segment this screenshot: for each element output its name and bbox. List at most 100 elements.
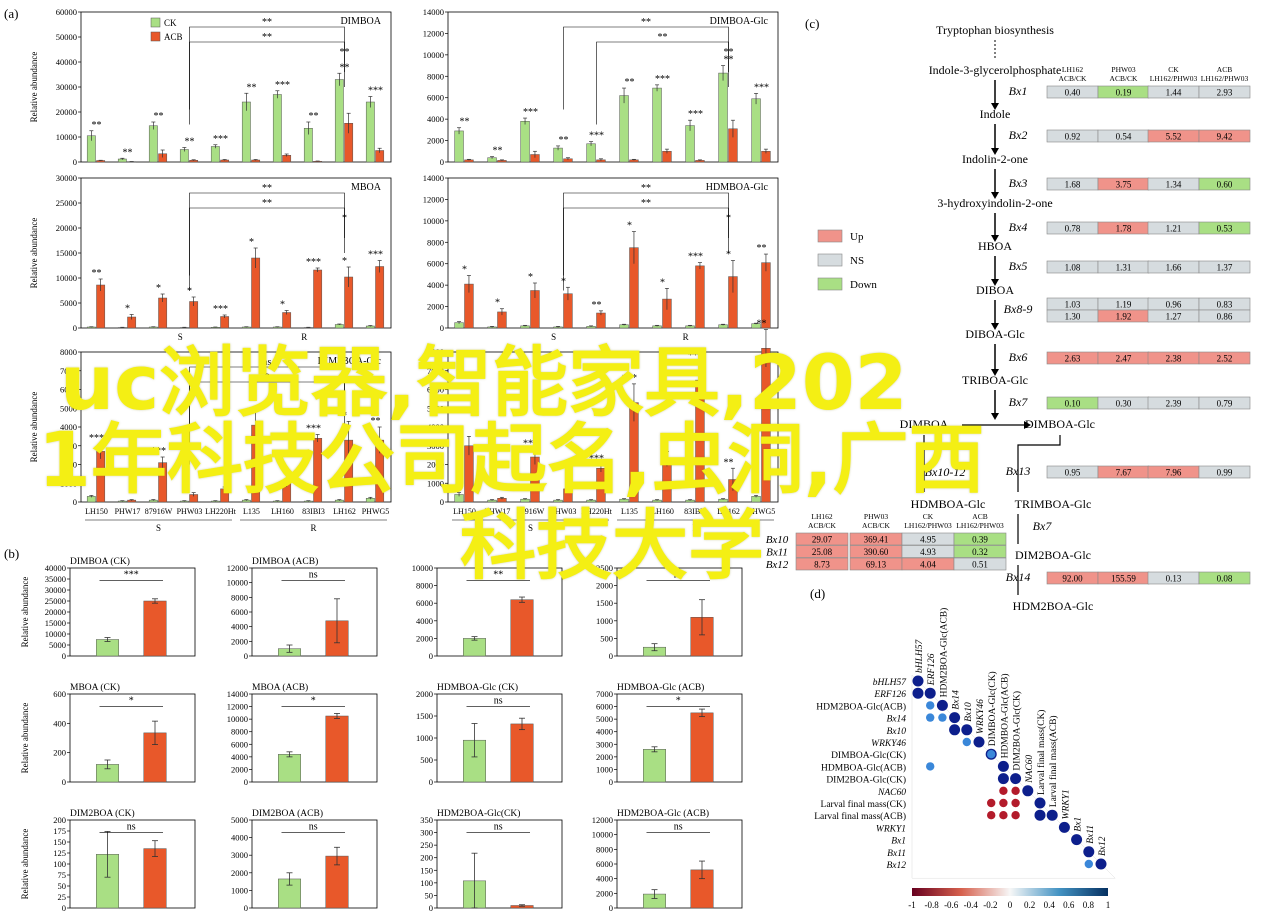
y-axis-label: Relative abundance [29, 392, 39, 463]
fold-change-value: 390.60 [864, 547, 889, 557]
significance-stars: * [660, 277, 665, 288]
significance-stars: *** [213, 134, 228, 145]
bracket-label: ** [262, 198, 272, 209]
y-tick-label: 175 [53, 826, 66, 836]
fold-change-cell [795, 532, 849, 546]
y-tick-label: 0 [609, 651, 613, 661]
significance-stars: ** [123, 147, 133, 158]
fold-change-cell [1198, 177, 1251, 191]
row-label: WRKY46 [871, 739, 906, 749]
fold-change-value: 2.93 [1217, 88, 1233, 98]
y-tick-label: 0 [440, 323, 444, 333]
y-tick-label: 0 [62, 903, 66, 913]
colorbar-tick-label: -0.2 [983, 900, 997, 910]
correlation-dot [987, 750, 996, 759]
panel-c-pathway: Tryptophan biosynthesis Indole-3-glycerol… [766, 23, 1251, 613]
fold-change-cell [795, 545, 849, 558]
column-label: ERF126 [927, 653, 937, 686]
significance-stars: *** [688, 109, 703, 120]
colorbar [912, 888, 1108, 896]
legend-swatch [150, 17, 161, 28]
y-tick-label: 50 [58, 881, 67, 891]
y-tick-label: 1000 [416, 733, 433, 743]
y-tick-label: 4000 [231, 752, 248, 762]
y-tick-label: 100 [53, 859, 66, 869]
significance-label: ns [309, 821, 318, 832]
y-tick-label: 2000 [427, 302, 444, 312]
bracket-label: ** [724, 47, 734, 58]
plot-frame [69, 693, 196, 783]
column-label: Larval final mass(CK) [1036, 710, 1047, 795]
correlation-dot [1083, 846, 1095, 858]
y-tick-label: 8000 [427, 347, 444, 357]
column-label: DIMBOA-Glc(CK) [987, 671, 998, 746]
y-tick-label: 0 [73, 497, 77, 507]
chart-title: DIMBOA-Glc [710, 16, 769, 27]
bar-ck [652, 87, 662, 163]
fold-change-value: 4.95 [920, 535, 936, 545]
x-tick-label: 87916W [517, 507, 545, 516]
correlation-dot [961, 724, 973, 736]
chart-title: DIMBOA (ACB) [252, 556, 318, 567]
significance-stars: * [528, 272, 533, 283]
column-label: Bx1 [1074, 817, 1084, 832]
row-label: HDM2BOA-Glc(ACB) [816, 701, 906, 712]
y-tick-label: 0 [440, 157, 444, 167]
arrow-head [991, 323, 999, 330]
y-tick-label: 5000 [60, 403, 77, 413]
panel-label-a: (a) [4, 6, 18, 21]
fold-change-cell [953, 545, 1007, 558]
row-label: Bx1 [891, 837, 906, 847]
x-tick-label: LH162 [717, 507, 740, 516]
chart-a2: 0 2000 4000 6000 8000 10000 12000 14000 DIMBOA-G… [423, 7, 779, 167]
fold-change-value: 0.32 [972, 547, 988, 557]
compound-label: Indole [980, 107, 1011, 121]
chart-b7: 0 500 1000 1500 2000 HDMBOA-Glc (CK) ns [416, 682, 563, 787]
comparison-bracket [563, 26, 729, 110]
bar-acb [96, 284, 106, 329]
column-label: Larval final mass(ACB) [1048, 715, 1059, 807]
legend-label: NS [850, 255, 864, 267]
legend-label: CK [164, 18, 177, 28]
x-tick-label: PHW17 [485, 507, 511, 516]
fold-change-value: 92.00 [1062, 574, 1083, 584]
x-tick-label: PHW03 [177, 507, 203, 516]
colorbar-tick-label: 0.2 [1024, 900, 1035, 910]
y-tick-label: 200 [420, 853, 433, 863]
significance-label: ns [674, 821, 683, 832]
group-label: S [551, 332, 556, 342]
bar-r [510, 599, 534, 657]
y-tick-label: 20000 [56, 107, 77, 117]
significance-stars: ** [625, 77, 635, 88]
gene-label: Bx7 [1033, 519, 1053, 533]
column-header: LH162/PHW03 [904, 521, 952, 530]
colorbar-tick-label: -0.4 [964, 900, 979, 910]
y-tick-label: 7000 [596, 689, 613, 699]
fold-change-value: 4.93 [920, 547, 936, 557]
y-tick-label: 2000 [231, 868, 248, 878]
significance-stars: ** [757, 319, 767, 330]
correlation-dot [949, 724, 961, 736]
column-label: HDMBOA-Glc(ACB) [999, 673, 1010, 758]
fold-change-cell [1198, 465, 1251, 479]
chart-a1: 0 10000 20000 30000 40000 50000 60000 Relative … [29, 7, 392, 167]
column-header: LH162/PHW03 [956, 521, 1004, 530]
bar-ck [751, 98, 761, 163]
gene-label: Bx4 [1009, 220, 1028, 234]
bar-ck [718, 72, 728, 163]
fold-change-cell [953, 557, 1007, 571]
fold-change-value: 0.95 [1065, 468, 1081, 478]
bar-ck [619, 95, 629, 163]
chart-b1: 0500010000150002000025000300003500040000… [20, 556, 196, 661]
gene-label: Bx11 [766, 547, 788, 559]
y-tick-label: 0 [429, 903, 433, 913]
fold-change-value: 0.83 [1217, 300, 1233, 310]
y-tick-label: 4000 [427, 422, 444, 432]
row-label: WRKY1 [876, 824, 906, 834]
y-tick-label: 10000 [592, 830, 613, 840]
y-tick-label: 300 [420, 828, 433, 838]
column-header: PHW03 [864, 512, 888, 521]
fold-change-cell [1198, 129, 1251, 143]
bracket-label: ** [262, 32, 272, 43]
y-tick-label: 4000 [60, 422, 77, 432]
